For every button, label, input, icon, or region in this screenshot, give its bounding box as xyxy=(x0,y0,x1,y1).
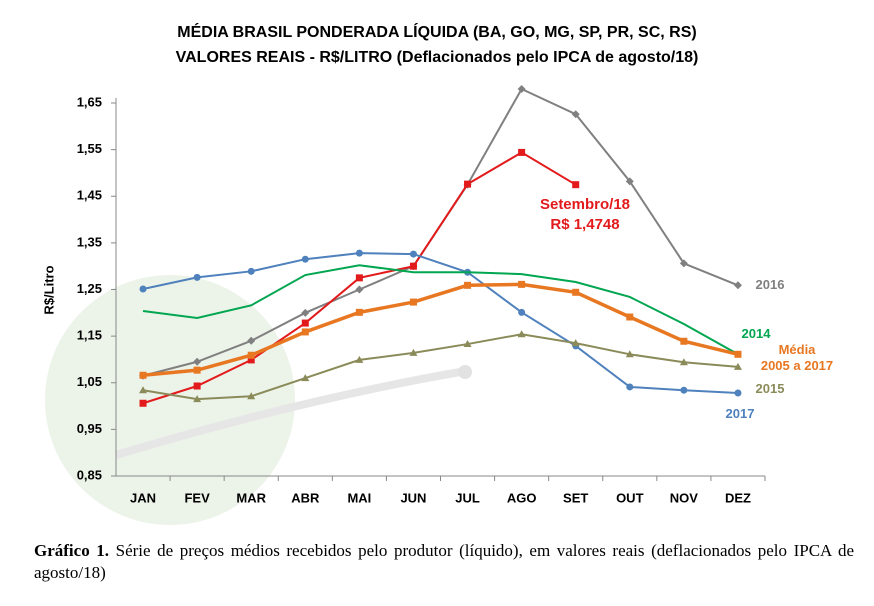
point xyxy=(409,348,418,356)
x-tick-label: JUL xyxy=(455,490,480,505)
point xyxy=(518,280,526,288)
x-tick-label: JUN xyxy=(400,490,426,505)
chart-subtitle: VALORES REAIS - R$/LITRO (Deflacionados … xyxy=(176,49,699,66)
series-label: 2016 xyxy=(755,277,785,292)
point xyxy=(571,339,580,347)
decoration xyxy=(458,365,472,379)
point xyxy=(734,389,742,397)
point xyxy=(355,355,364,363)
y-tick-label: 1,65 xyxy=(77,94,102,109)
x-tick-label: SET xyxy=(563,490,588,505)
x-tick-label: AGO xyxy=(507,490,537,505)
x-tick-label: MAI xyxy=(347,490,371,505)
series-line xyxy=(142,333,739,401)
point xyxy=(680,386,688,394)
point xyxy=(572,288,580,296)
annotation: R$ 1,4748 xyxy=(550,216,619,233)
point xyxy=(464,281,472,289)
y-axis-title: R$/Litro xyxy=(41,265,56,314)
point xyxy=(355,249,363,257)
point xyxy=(734,350,742,358)
point xyxy=(518,148,526,156)
x-tick-label: OUT xyxy=(616,490,644,505)
point xyxy=(680,337,688,345)
point xyxy=(679,259,688,268)
point xyxy=(247,356,255,364)
point xyxy=(193,382,201,390)
x-tick-label: DEZ xyxy=(725,490,751,505)
annotation: Setembro/18 xyxy=(540,196,630,213)
series-line xyxy=(142,252,739,395)
x-tick-label: NOV xyxy=(670,490,699,505)
caption: Gráfico 1. Série de preços médios recebi… xyxy=(34,540,854,584)
point xyxy=(517,85,526,94)
y-tick-label: 0,95 xyxy=(77,421,102,436)
point xyxy=(572,181,580,189)
caption-label: Gráfico 1. xyxy=(34,541,110,560)
point xyxy=(463,340,472,348)
point xyxy=(193,395,202,403)
point xyxy=(409,262,417,270)
series-label: 2015 xyxy=(755,381,785,396)
point xyxy=(355,308,363,316)
point xyxy=(626,313,634,321)
point xyxy=(139,285,147,293)
point xyxy=(626,383,634,391)
point xyxy=(301,319,309,327)
point xyxy=(193,357,202,366)
point xyxy=(625,177,634,186)
decoration xyxy=(114,368,461,459)
y-tick-label: 0,85 xyxy=(77,467,102,482)
point xyxy=(625,350,634,358)
decoration xyxy=(45,275,295,525)
chart-title: MÉDIA BRASIL PONDERADA LÍQUIDA (BA, GO, … xyxy=(177,22,696,41)
point xyxy=(733,281,742,290)
y-tick-label: 1,05 xyxy=(77,374,102,389)
series-line xyxy=(142,282,739,378)
point xyxy=(409,298,417,306)
series-label: 2014 xyxy=(741,326,771,341)
point xyxy=(247,351,255,359)
point xyxy=(517,330,526,338)
point xyxy=(247,267,255,275)
y-tick-label: 1,35 xyxy=(77,234,102,249)
point xyxy=(301,374,310,382)
point xyxy=(139,371,147,379)
x-tick-label: JAN xyxy=(130,490,156,505)
point xyxy=(301,328,309,336)
point xyxy=(355,274,363,282)
y-tick-label: 1,55 xyxy=(77,141,102,156)
y-tick-label: 1,45 xyxy=(77,188,102,203)
series-label: Média 2005 a 2017 xyxy=(760,342,834,373)
series-label: 2017 xyxy=(725,406,755,421)
series-line xyxy=(142,264,739,356)
point xyxy=(301,308,310,317)
point xyxy=(193,366,201,374)
point xyxy=(247,392,256,400)
x-tick-label: MAR xyxy=(236,490,266,505)
caption-text: Série de preços médios recebidos pelo pr… xyxy=(34,541,855,582)
x-tick-label: FEV xyxy=(184,490,210,505)
y-tick-label: 1,15 xyxy=(77,328,102,343)
chart: MÉDIA BRASIL PONDERADA LÍQUIDA (BA, GO, … xyxy=(41,22,766,525)
point xyxy=(733,362,742,370)
point xyxy=(464,180,472,188)
point xyxy=(355,285,364,294)
point xyxy=(409,250,417,258)
point xyxy=(247,336,256,345)
point xyxy=(193,273,201,281)
point xyxy=(301,255,309,263)
point xyxy=(139,386,148,394)
y-tick-label: 1,25 xyxy=(77,281,102,296)
point xyxy=(571,110,580,119)
point xyxy=(679,358,688,366)
point xyxy=(139,399,147,407)
x-tick-label: ABR xyxy=(291,490,320,505)
point xyxy=(518,308,526,316)
